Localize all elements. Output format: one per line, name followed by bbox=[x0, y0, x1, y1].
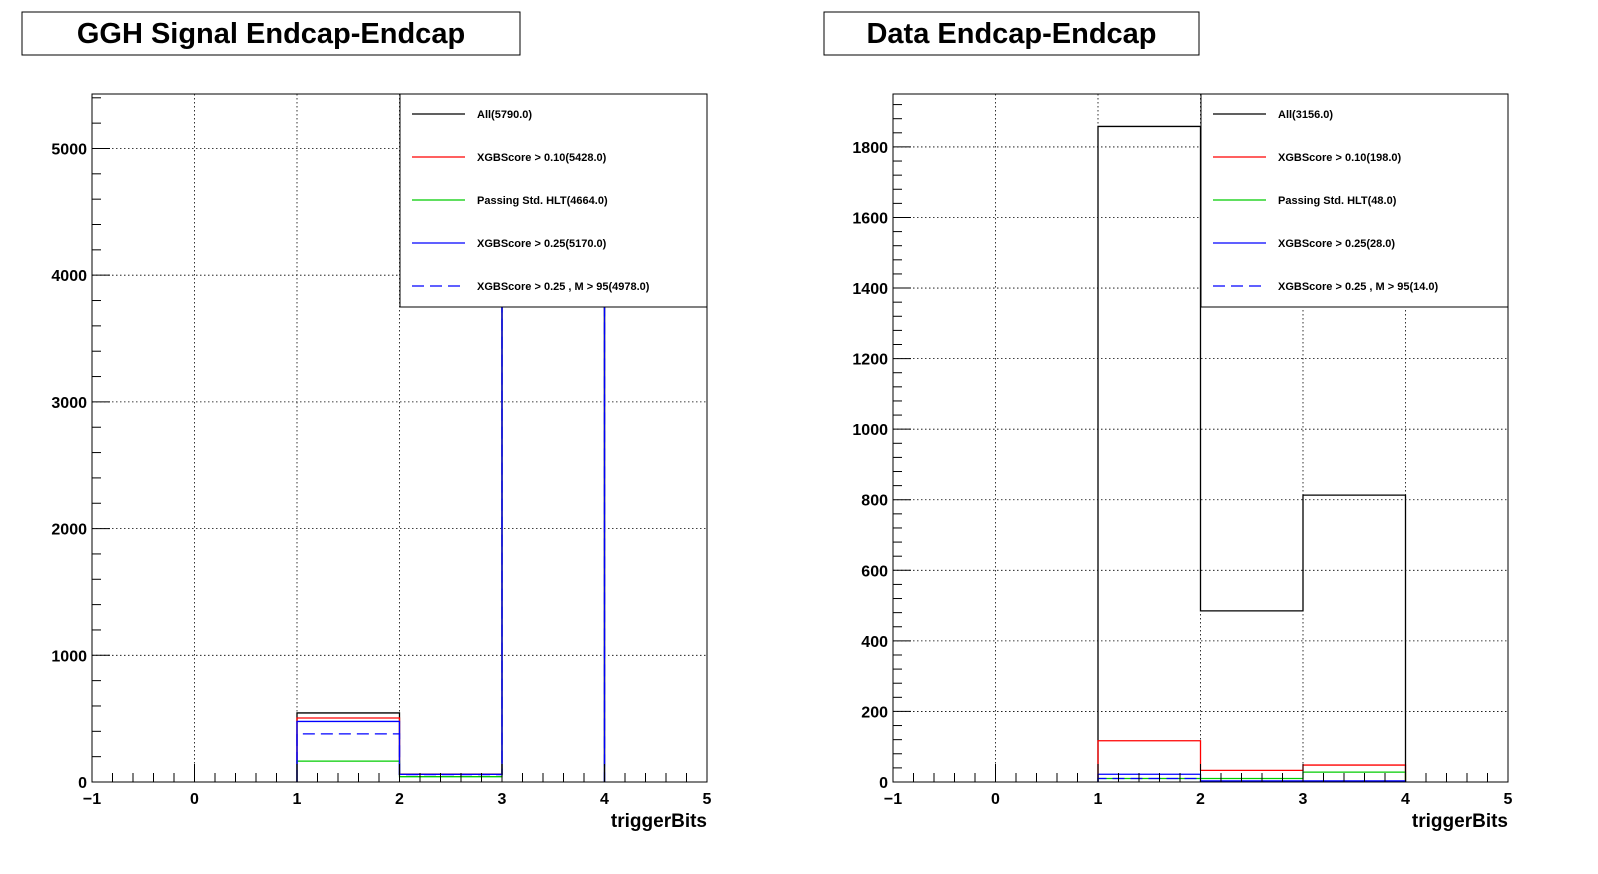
title-box bbox=[823, 11, 1200, 56]
y-tick-label: 1400 bbox=[852, 281, 888, 298]
y-tick-label: 5000 bbox=[51, 141, 87, 158]
title-box bbox=[21, 11, 521, 56]
y-tick-label: 0 bbox=[879, 775, 888, 792]
x-tick-label: −1 bbox=[884, 791, 902, 808]
x-axis-title: triggerBits bbox=[611, 811, 707, 832]
legend-label-0: All(5790.0) bbox=[477, 109, 532, 121]
y-tick-label: 800 bbox=[861, 493, 888, 510]
y-tick-label: 1800 bbox=[852, 140, 888, 157]
legend-label-2: Passing Std. HLT(48.0) bbox=[1278, 195, 1397, 207]
x-tick-label: 2 bbox=[1196, 791, 1205, 808]
legend-label-4: XGBScore > 0.25 , M > 95(4978.0) bbox=[477, 281, 650, 293]
x-tick-label: 3 bbox=[1299, 791, 1308, 808]
x-tick-label: 1 bbox=[1094, 791, 1103, 808]
chart-panel-1: Data Endcap-Endcap−1 0 1 2 3 4 502004006008001… bbox=[823, 11, 1513, 832]
chart-title: GGH Signal Endcap-Endcap bbox=[77, 18, 465, 50]
legend-label-3: XGBScore > 0.25(5170.0) bbox=[477, 238, 607, 250]
y-tick-label: 1600 bbox=[852, 210, 888, 227]
x-tick-label: 4 bbox=[1401, 791, 1410, 808]
y-tick-label: 600 bbox=[861, 563, 888, 580]
series-line-1 bbox=[1097, 740, 1407, 782]
y-tick-label: 3000 bbox=[51, 395, 87, 412]
x-axis-title: triggerBits bbox=[1412, 811, 1508, 832]
y-tick-label: 1200 bbox=[852, 352, 888, 369]
x-tick-label: 1 bbox=[293, 791, 302, 808]
y-tick-label: 1000 bbox=[51, 648, 87, 665]
y-tick-label: 4000 bbox=[51, 268, 87, 285]
y-tick-label: 2000 bbox=[51, 522, 87, 539]
legend-label-1: XGBScore > 0.10(198.0) bbox=[1278, 152, 1402, 164]
x-tick-label: 4 bbox=[600, 791, 609, 808]
y-tick-label: 400 bbox=[861, 634, 888, 651]
x-tick-label: 5 bbox=[1504, 791, 1513, 808]
x-tick-label: −1 bbox=[83, 791, 101, 808]
x-tick-label: 0 bbox=[190, 791, 199, 808]
x-tick-label: 0 bbox=[991, 791, 1000, 808]
legend-label-4: XGBScore > 0.25 , M > 95(14.0) bbox=[1278, 281, 1439, 293]
series-line-0 bbox=[1097, 125, 1407, 782]
legend-label-0: All(3156.0) bbox=[1278, 109, 1333, 121]
legend-label-3: XGBScore > 0.25(28.0) bbox=[1278, 238, 1395, 250]
x-tick-label: 3 bbox=[498, 791, 507, 808]
legend-label-1: XGBScore > 0.10(5428.0) bbox=[477, 152, 607, 164]
chart-panel-0: GGH Signal Endcap-Endcap−1 0 1 2 3 4 501000200… bbox=[21, 11, 712, 832]
y-tick-label: 0 bbox=[78, 775, 87, 792]
legend-label-2: Passing Std. HLT(4664.0) bbox=[477, 195, 608, 207]
x-tick-label: 5 bbox=[703, 791, 712, 808]
y-tick-label: 1000 bbox=[852, 422, 888, 439]
chart-title: Data Endcap-Endcap bbox=[866, 18, 1156, 50]
y-tick-label: 200 bbox=[861, 704, 888, 721]
x-tick-label: 2 bbox=[395, 791, 404, 808]
